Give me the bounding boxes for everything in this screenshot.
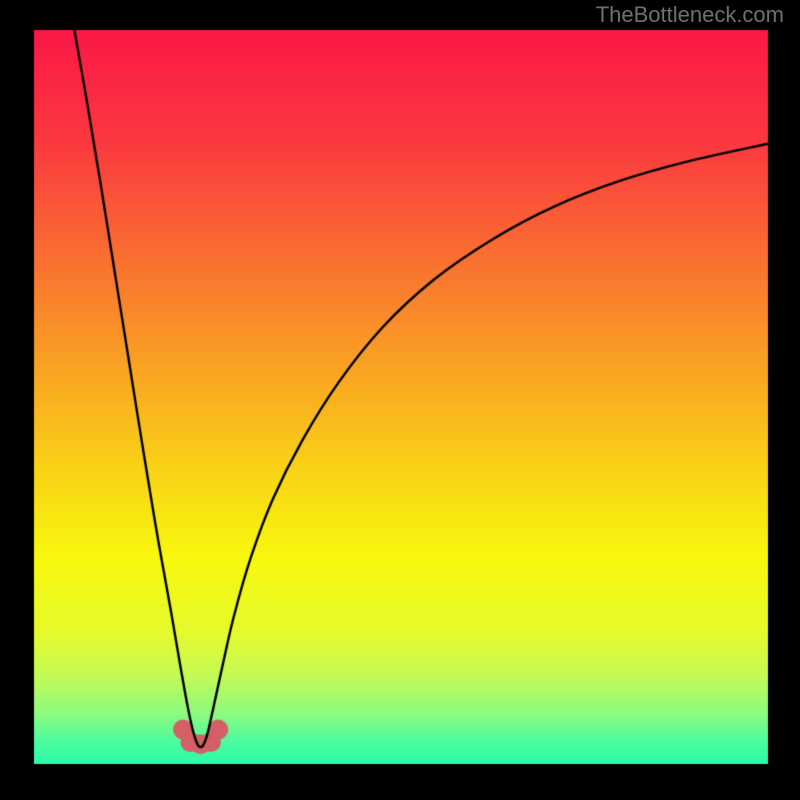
watermark-text: TheBottleneck.com <box>596 2 784 28</box>
chart-stage: TheBottleneck.com <box>0 0 800 800</box>
bottleneck-chart-canvas <box>0 0 800 800</box>
